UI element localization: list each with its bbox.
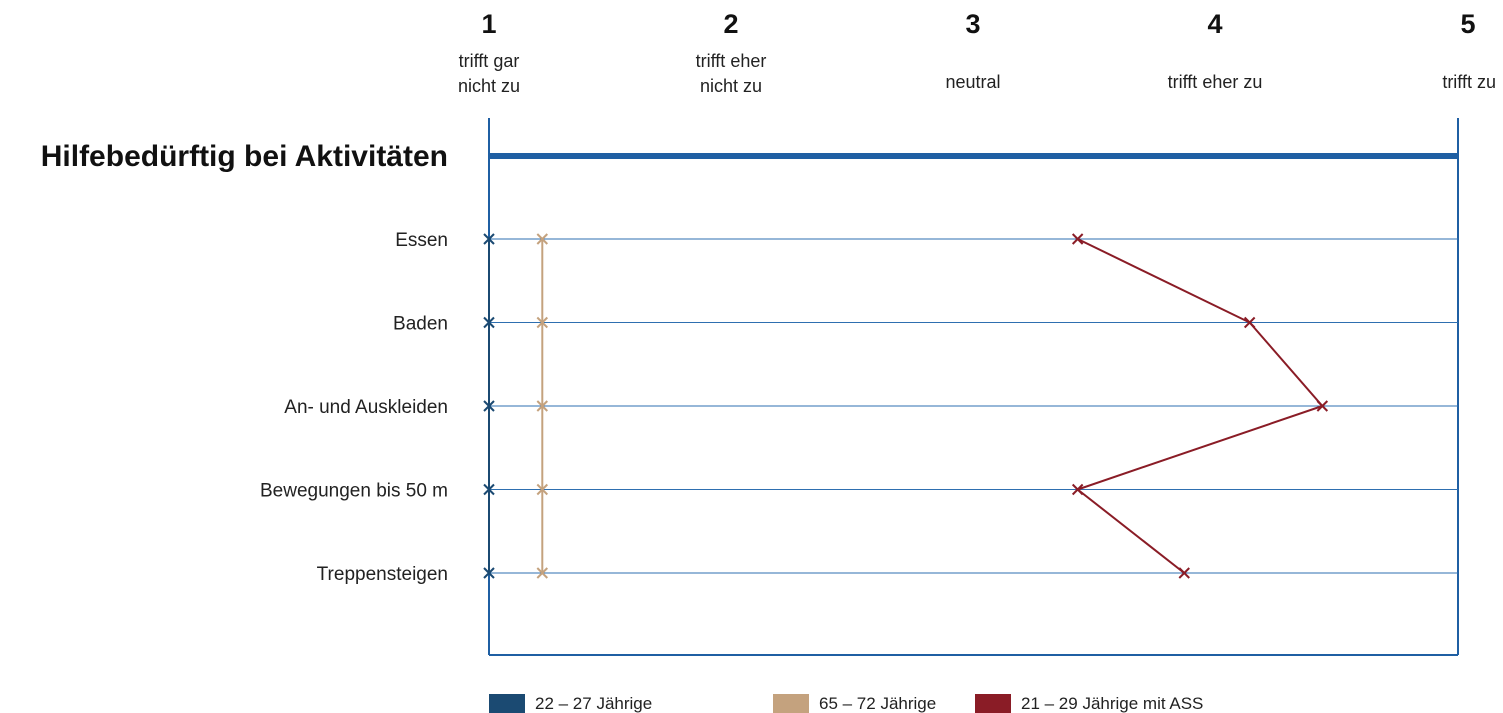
data-point [536, 483, 549, 496]
row-label: Treppensteigen [317, 564, 448, 585]
scale-number: 3 [965, 9, 980, 39]
scale-label: nicht zu [700, 76, 762, 96]
legend-swatch [975, 694, 1011, 713]
data-point [483, 567, 495, 579]
gridlines [489, 238, 1458, 574]
scale-point: 4 trifft eher zu [1168, 9, 1263, 92]
data-point [483, 233, 495, 245]
scale-point: 1 trifft gar nicht zu [458, 9, 520, 96]
legend-swatch [773, 694, 809, 713]
series [1071, 233, 1329, 579]
scale-number: 1 [481, 9, 496, 39]
data-point [483, 400, 495, 412]
data-point [1178, 567, 1190, 579]
data-point [536, 233, 549, 245]
legend-item: 65 – 72 Jährige [773, 694, 936, 713]
row-labels: Essen Baden An- und Auskleiden Bewegungen b… [260, 230, 448, 585]
series [483, 233, 495, 579]
scale-label: nicht zu [458, 76, 520, 96]
scale-number: 4 [1207, 9, 1222, 39]
scale-point: 2 trifft eher nicht zu [696, 9, 767, 96]
data-point [1243, 316, 1256, 329]
data-point [483, 483, 495, 496]
row-label: Baden [393, 314, 448, 335]
scale-label: trifft eher zu [1168, 72, 1263, 92]
legend-label: 65 – 72 Jährige [819, 694, 936, 713]
scale-number: 5 [1460, 9, 1475, 39]
scale-number: 2 [723, 9, 738, 39]
data-point [1071, 483, 1084, 496]
data-point [536, 400, 549, 412]
scale-label: trifft zu [1442, 72, 1496, 92]
legend-label: 22 – 27 Jährige [535, 694, 652, 713]
scale-label: trifft gar [459, 51, 520, 71]
scale-label: trifft eher [696, 51, 767, 71]
legend-item: 21 – 29 Jährige mit ASS [975, 694, 1203, 713]
data-point [536, 316, 549, 329]
data-point [483, 316, 495, 329]
data-point [1316, 400, 1329, 412]
series-group [483, 233, 1329, 579]
plot-frame [488, 118, 1459, 656]
data-point [1071, 233, 1084, 245]
legend: 22 – 27 Jährige 65 – 72 Jährige 21 – 29 Jä… [489, 694, 1203, 713]
row-label: An- und Auskleiden [284, 397, 448, 418]
row-label: Bewegungen bis 50 m [260, 481, 448, 502]
row-label: Essen [395, 230, 448, 251]
scale-header: 1 trifft gar nicht zu 2 trifft eher nicht zu 3… [458, 9, 1496, 96]
legend-swatch [489, 694, 525, 713]
legend-label: 21 – 29 Jährige mit ASS [1021, 694, 1203, 713]
scale-point: 3 neutral [945, 9, 1000, 92]
series [536, 233, 549, 579]
data-point [536, 567, 549, 579]
scale-point: 5 trifft zu [1442, 9, 1496, 92]
legend-item: 22 – 27 Jährige [489, 694, 652, 713]
scale-label: neutral [945, 72, 1000, 92]
chart-title: Hilfebedürftig bei Aktivitäten [41, 140, 448, 173]
